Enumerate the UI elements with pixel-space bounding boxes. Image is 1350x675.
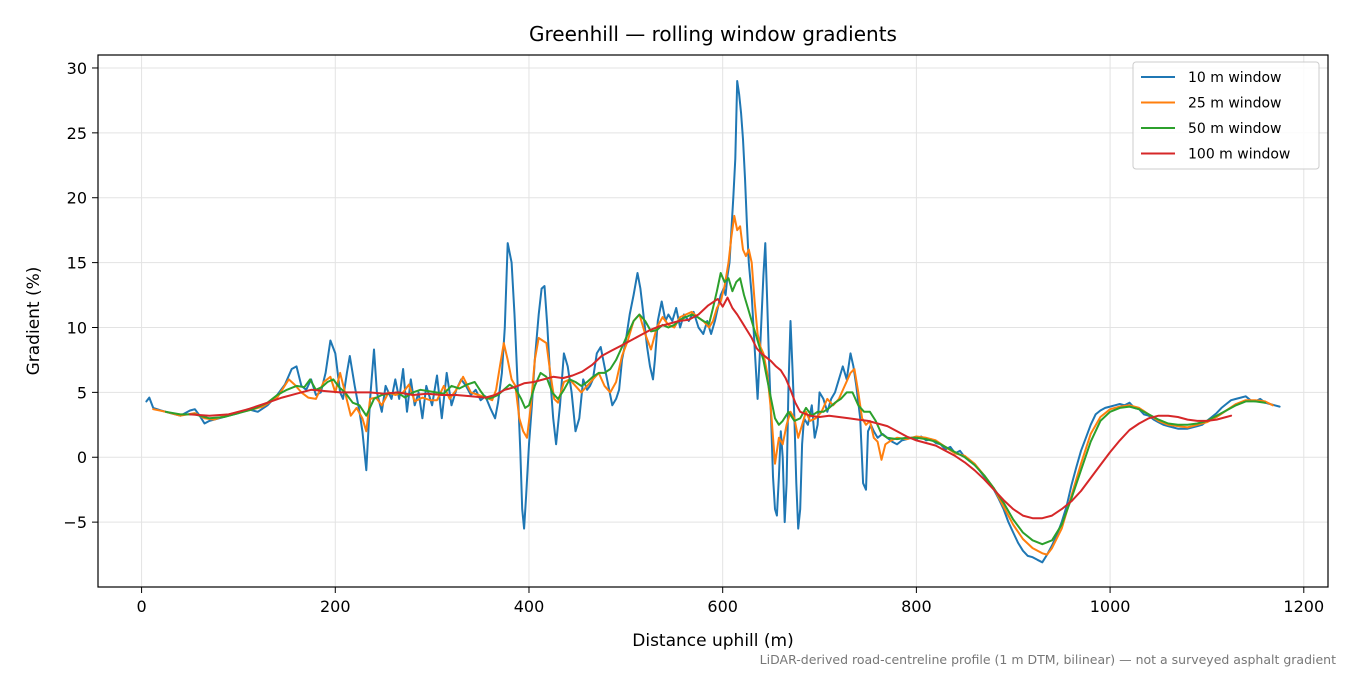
footnote: LiDAR-derived road-centreline profile (1…	[760, 652, 1336, 667]
legend: 10 m window 25 m window 50 m window 100 m w…	[1132, 61, 1320, 170]
chart-title: Greenhill — rolling window gradients	[529, 22, 897, 46]
y-tick-label: 15	[67, 254, 87, 273]
x-tick-label: 1000	[1090, 597, 1131, 616]
axis-ticks: 0 200 400 600 800 1000 1200 −5 0 5 10 15 20 25 30	[63, 59, 1324, 616]
x-tick-label: 800	[901, 597, 932, 616]
legend-label: 100 m window	[1188, 147, 1290, 163]
plot-frame	[97, 54, 1329, 588]
series-line-1	[145, 80, 1281, 564]
grid	[98, 55, 1328, 587]
legend-label: 50 m window	[1188, 121, 1281, 137]
x-tick-label: 200	[320, 597, 351, 616]
series-lines	[145, 80, 1281, 564]
y-tick-label: 25	[67, 124, 87, 143]
y-tick-label: 30	[67, 59, 87, 78]
y-tick-label: 10	[67, 318, 87, 337]
x-tick-label: 0	[136, 597, 146, 616]
series-line-3	[164, 272, 1266, 546]
legend-box	[1132, 61, 1320, 170]
y-tick-label: 5	[77, 383, 87, 402]
y-tick-label: 20	[67, 189, 87, 208]
legend-label: 25 m window	[1188, 96, 1281, 112]
y-tick-label: 0	[77, 448, 87, 467]
y-tick-label: −5	[63, 513, 87, 532]
x-tick-label: 600	[707, 597, 738, 616]
legend-items: 10 m window 25 m window 50 m window 100 m w…	[1141, 70, 1290, 163]
x-tick-label: 1200	[1283, 597, 1324, 616]
x-axis-label: Distance uphill (m)	[632, 631, 793, 651]
y-axis-label: Gradient (%)	[24, 267, 44, 376]
legend-label: 10 m window	[1188, 70, 1281, 86]
series-line-2	[152, 214, 1274, 556]
x-tick-label: 400	[514, 597, 545, 616]
series-line-4	[189, 296, 1233, 520]
